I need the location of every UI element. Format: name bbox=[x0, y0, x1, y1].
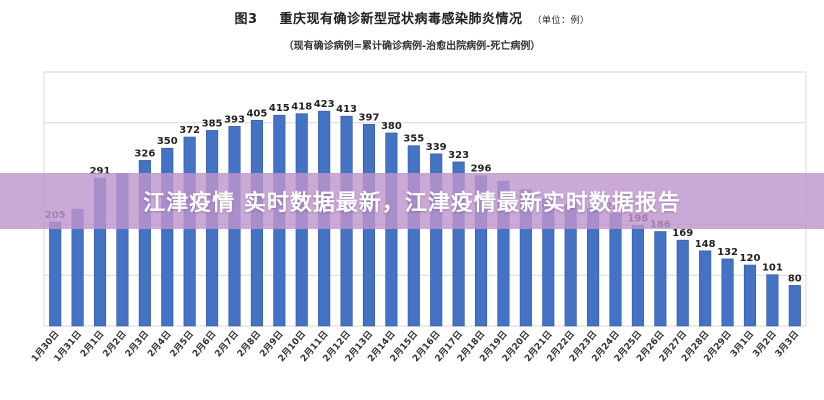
data-label: 355 bbox=[403, 134, 424, 145]
bar bbox=[49, 221, 62, 327]
figure-header: 图3 重庆现有确诊新型冠状病毒感染肺炎情况 （单位：例） （现有确诊病例=累计确诊病… bbox=[0, 8, 824, 52]
bar bbox=[452, 161, 465, 327]
data-label: 385 bbox=[202, 118, 223, 129]
data-label: 326 bbox=[134, 148, 155, 159]
bar bbox=[699, 250, 712, 327]
data-label: 101 bbox=[762, 263, 783, 274]
x-tick-label: 2月2日 bbox=[101, 329, 129, 359]
bar bbox=[161, 147, 174, 327]
x-tick-label: 2月5日 bbox=[168, 329, 196, 359]
bar bbox=[766, 274, 779, 327]
bar bbox=[676, 239, 689, 327]
data-label: 120 bbox=[740, 253, 761, 264]
data-label: 339 bbox=[426, 142, 447, 153]
data-label: 415 bbox=[269, 103, 290, 114]
data-label: 80 bbox=[788, 273, 802, 284]
x-tick-label: 2月6日 bbox=[190, 329, 218, 359]
bar bbox=[407, 145, 420, 327]
bar bbox=[430, 153, 443, 327]
overlay-banner: 江津疫情 实时数据最新，江津疫情最新实时数据报告 bbox=[0, 173, 824, 229]
bar bbox=[385, 132, 398, 327]
data-label: 291 bbox=[90, 166, 111, 177]
bar bbox=[654, 231, 667, 327]
data-label: 323 bbox=[448, 150, 469, 161]
bar bbox=[138, 160, 151, 327]
x-tick-label: 3月1日 bbox=[728, 329, 756, 359]
bar bbox=[721, 258, 734, 327]
data-label: 397 bbox=[359, 112, 380, 123]
data-label: 380 bbox=[381, 121, 402, 132]
data-label: 413 bbox=[336, 104, 357, 115]
bar bbox=[788, 285, 801, 327]
chart-title: 重庆现有确诊新型冠状病毒感染肺炎情况 bbox=[279, 12, 523, 27]
banner-text: 江津疫情 实时数据最新，江津疫情最新实时数据报告 bbox=[143, 191, 681, 216]
data-label: 405 bbox=[246, 108, 267, 119]
figure-title-row: 图3 重庆现有确诊新型冠状病毒感染肺炎情况 （单位：例） bbox=[0, 8, 824, 27]
bar bbox=[609, 213, 622, 327]
data-label: 132 bbox=[717, 247, 738, 258]
data-label: 393 bbox=[224, 114, 245, 125]
data-label: 296 bbox=[471, 164, 492, 175]
data-label: 148 bbox=[695, 239, 716, 250]
data-label: 169 bbox=[672, 228, 693, 239]
chart-unit: （单位：例） bbox=[532, 16, 590, 26]
x-tick-label: 2月8日 bbox=[235, 329, 263, 359]
data-label: 423 bbox=[314, 99, 335, 110]
x-tick-label: 3月3日 bbox=[773, 329, 801, 359]
x-tick-label: 2月1日 bbox=[78, 329, 106, 359]
figure-number: 图3 bbox=[234, 12, 258, 27]
bar bbox=[743, 264, 757, 327]
data-label: 372 bbox=[179, 125, 200, 136]
chart-subtitle: （现有确诊病例=累计确诊病例-治愈出院病例-死亡病例） bbox=[283, 41, 541, 52]
data-label: 350 bbox=[157, 136, 178, 147]
bar bbox=[631, 225, 644, 327]
data-label: 418 bbox=[291, 102, 312, 113]
x-tick-label: 2月4日 bbox=[146, 329, 174, 359]
x-tick-label: 2月7日 bbox=[213, 329, 241, 359]
bar bbox=[183, 136, 196, 327]
